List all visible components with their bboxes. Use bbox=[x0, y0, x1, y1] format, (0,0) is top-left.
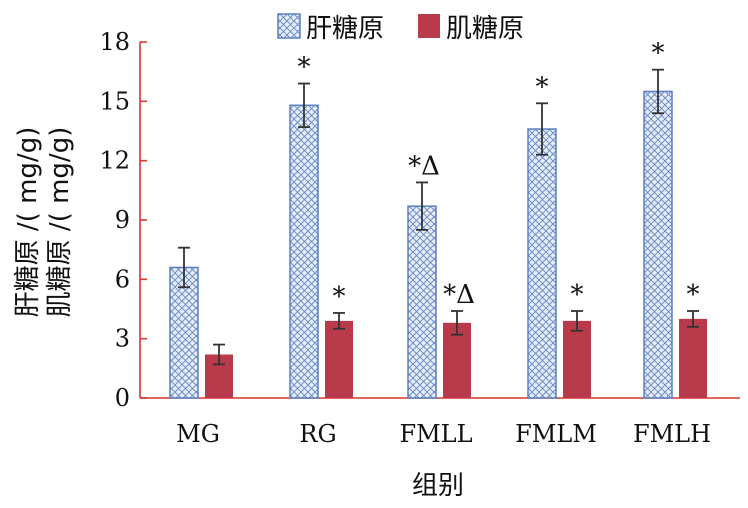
significance-mark: *Δ bbox=[443, 280, 475, 310]
bar-muscle-glycogen bbox=[679, 318, 707, 398]
significance-mark: * bbox=[687, 280, 700, 310]
legend-swatch-muscle-glycogen bbox=[418, 14, 440, 38]
y-tick-label: 12 bbox=[99, 147, 130, 175]
significance-mark: *Δ bbox=[408, 151, 440, 181]
y-tick-label: 15 bbox=[99, 87, 130, 115]
x-axis-title: 组别 bbox=[412, 471, 464, 501]
bar-liver-glycogen bbox=[289, 104, 319, 399]
legend-label-liver-glycogen: 肝糖原 bbox=[306, 14, 384, 44]
significance-mark: * bbox=[536, 72, 549, 102]
bar-liver-glycogen bbox=[643, 90, 673, 399]
legend-label-muscle-glycogen: 肌糖原 bbox=[446, 14, 524, 44]
bar-muscle-glycogen bbox=[563, 320, 591, 398]
bar-muscle-glycogen bbox=[325, 320, 353, 398]
bar-liver-glycogen bbox=[527, 128, 557, 399]
y-axis-title: 肝糖原 /( mg/g) 肌糖原 /( mg/g) bbox=[13, 127, 75, 318]
significance-mark: * bbox=[298, 53, 311, 83]
significance-mark: * bbox=[652, 39, 665, 69]
y-tick-label: 3 bbox=[115, 325, 130, 353]
significance-mark: * bbox=[333, 282, 346, 312]
significance-mark: * bbox=[571, 280, 584, 310]
x-tick-label: FMLL bbox=[399, 420, 472, 448]
y-tick-label: 18 bbox=[99, 28, 130, 56]
x-tick-label: FMLH bbox=[633, 420, 711, 448]
x-tick-label: RG bbox=[299, 420, 336, 448]
y-tick-label: 9 bbox=[115, 206, 130, 234]
x-tick-label: MG bbox=[176, 420, 220, 448]
y-tick-label: 6 bbox=[115, 265, 130, 293]
y-axis-title-line-2: 肌糖原 /( mg/g) bbox=[45, 127, 75, 318]
plot-area: 0 3 6 9 12 15 18 MG RG FMLL FMLM FMLH * *Δ * * * *Δ * * bbox=[99, 28, 740, 448]
y-tick-label: 0 bbox=[115, 384, 130, 412]
x-tick-label: FMLM bbox=[515, 420, 597, 448]
legend: 肝糖原 肌糖原 bbox=[277, 13, 524, 44]
y-axis-title-line-1: 肝糖原 /( mg/g) bbox=[13, 127, 43, 318]
bar-liver-glycogen bbox=[407, 205, 437, 399]
legend-swatch-liver-glycogen bbox=[277, 13, 301, 39]
